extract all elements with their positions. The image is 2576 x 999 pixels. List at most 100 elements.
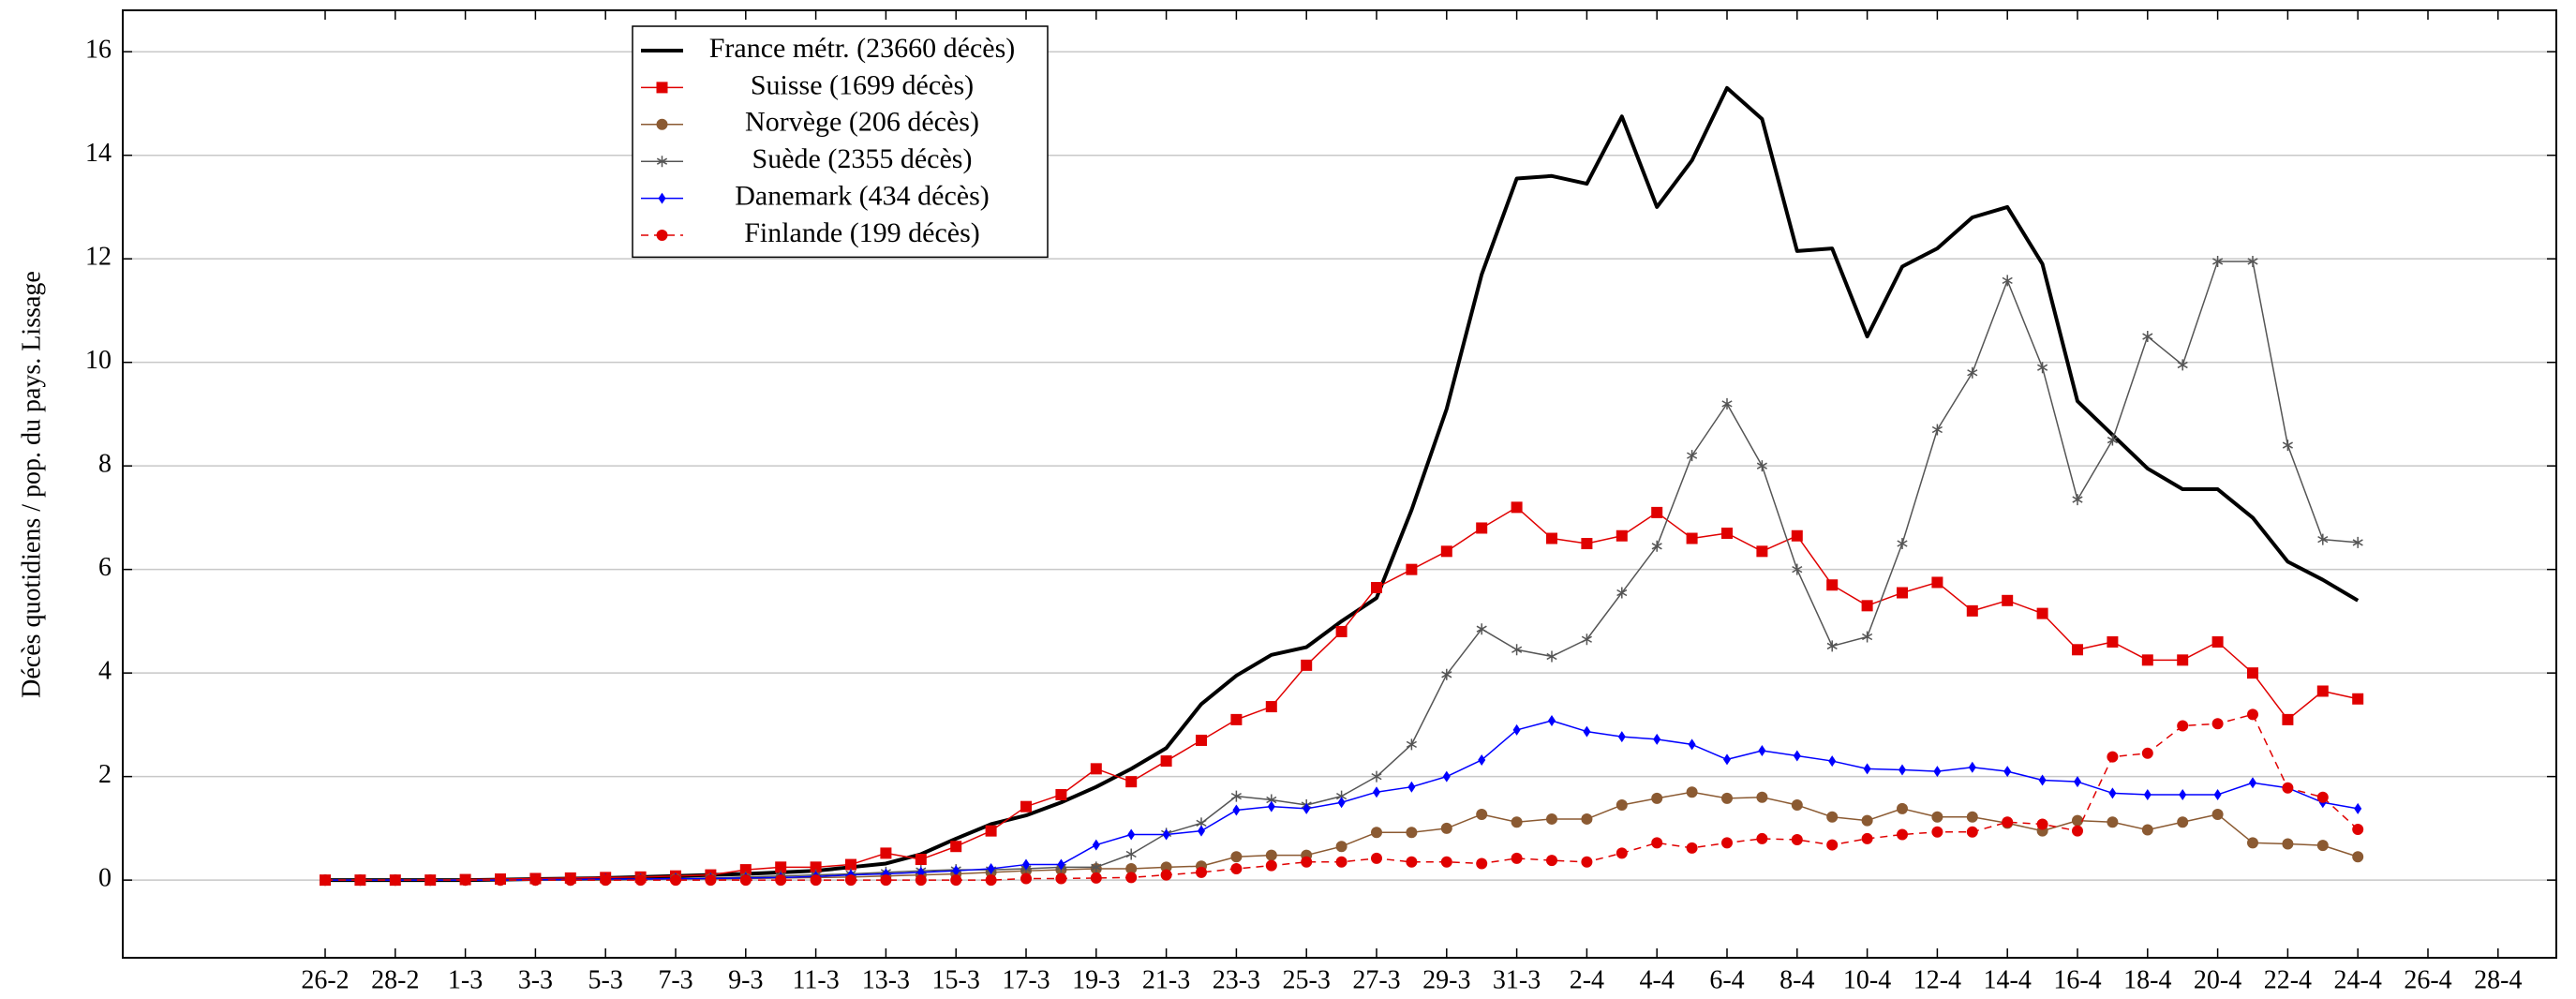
marker	[2247, 255, 2258, 267]
marker	[1441, 668, 1452, 680]
marker	[1721, 837, 1733, 849]
marker	[354, 874, 366, 887]
marker	[2211, 718, 2224, 730]
marker	[1511, 501, 1523, 514]
marker	[1792, 563, 1803, 575]
marker	[2141, 824, 2153, 836]
marker	[2352, 851, 2364, 863]
y-tick-label: 10	[85, 346, 112, 375]
x-tick-label: 31-3	[1493, 965, 1541, 994]
x-tick-label: 27-3	[1352, 965, 1400, 994]
marker	[1897, 538, 1908, 550]
marker	[1230, 790, 1242, 802]
marker	[845, 874, 856, 887]
marker	[1303, 802, 1311, 814]
marker	[529, 874, 542, 887]
marker	[2213, 788, 2222, 800]
marker	[1791, 834, 1803, 846]
marker	[950, 841, 962, 853]
legend-label: Suède (2355 décès)	[752, 143, 973, 174]
marker	[2142, 331, 2153, 343]
marker	[2002, 816, 2014, 828]
marker	[810, 861, 822, 873]
x-tick-label: 5-3	[588, 965, 623, 994]
marker	[320, 874, 331, 887]
marker	[1160, 869, 1172, 881]
marker	[2074, 776, 2081, 788]
marker	[2352, 536, 2363, 548]
marker	[424, 874, 437, 887]
marker	[1897, 587, 1908, 599]
marker	[2072, 814, 2083, 827]
marker	[987, 862, 995, 874]
marker	[1686, 842, 1698, 854]
marker	[2282, 782, 2294, 794]
marker	[2352, 693, 2364, 705]
marker	[2316, 685, 2329, 697]
x-tick-label: 19-3	[1072, 965, 1120, 994]
marker	[1581, 538, 1593, 550]
legend-label: France métr. (23660 décès)	[709, 33, 1016, 64]
x-tick-label: 16-4	[2053, 965, 2101, 994]
marker	[1791, 529, 1803, 542]
marker	[1968, 761, 1976, 773]
marker	[1476, 623, 1487, 635]
marker	[495, 874, 506, 887]
marker	[1967, 366, 1978, 379]
series-line	[325, 506, 2359, 881]
y-tick-label: 6	[98, 553, 112, 582]
marker	[1371, 827, 1382, 839]
x-tick-label: 22-4	[2264, 965, 2312, 994]
marker	[656, 156, 668, 168]
marker	[1476, 808, 1488, 820]
marker	[1090, 763, 1102, 775]
marker	[2107, 816, 2119, 828]
marker	[705, 874, 717, 887]
marker	[915, 874, 927, 887]
x-tick-label: 8-4	[1779, 965, 1814, 994]
marker	[1581, 634, 1592, 646]
marker	[1686, 532, 1698, 544]
marker	[1125, 862, 1138, 874]
marker	[1931, 576, 1943, 589]
marker	[1230, 713, 1243, 725]
marker	[1826, 839, 1839, 851]
marker	[656, 82, 668, 94]
marker	[2247, 708, 2258, 721]
marker	[2037, 362, 2048, 374]
marker	[1756, 545, 1768, 558]
legend-box	[632, 25, 1049, 259]
x-tick-label: 17-3	[1002, 965, 1050, 994]
x-tick-label: 4-4	[1640, 965, 1675, 994]
marker	[1055, 788, 1067, 800]
marker	[1440, 822, 1452, 834]
marker	[670, 874, 681, 887]
marker	[2247, 667, 2258, 679]
marker	[2036, 818, 2048, 830]
marker	[1581, 813, 1593, 825]
marker	[1055, 872, 1067, 885]
marker	[880, 874, 892, 887]
x-tick-label: 24-4	[2334, 965, 2382, 994]
x-tick-label: 9-3	[728, 965, 763, 994]
marker	[1162, 828, 1170, 841]
marker	[1406, 738, 1417, 751]
marker	[1125, 848, 1137, 860]
marker	[1476, 522, 1488, 534]
marker	[1546, 813, 1557, 825]
x-tick-label: 29-3	[1422, 965, 1470, 994]
marker	[1546, 650, 1557, 663]
y-tick-label: 4	[98, 657, 112, 686]
marker	[1581, 856, 1593, 868]
marker	[1057, 858, 1065, 871]
marker	[1476, 857, 1488, 870]
x-tick-label: 2-4	[1570, 965, 1604, 994]
marker	[1337, 797, 1346, 809]
y-tick-label: 14	[85, 139, 112, 168]
marker	[1546, 855, 1557, 867]
marker	[915, 854, 927, 866]
marker	[1511, 644, 1523, 656]
marker	[2107, 636, 2119, 648]
marker	[1758, 745, 1766, 757]
marker	[1198, 825, 1205, 837]
